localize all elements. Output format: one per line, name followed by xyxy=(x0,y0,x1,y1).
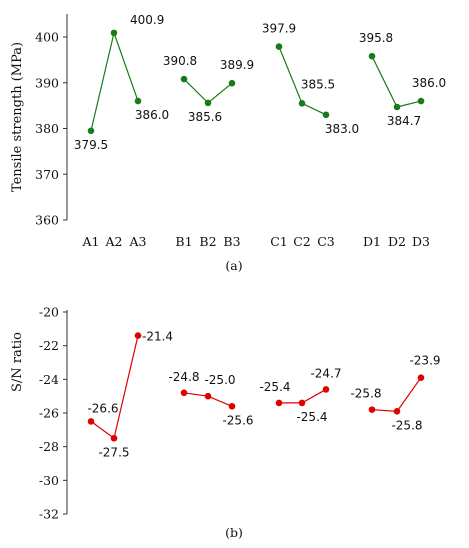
chart-a-y-ticks: 360 370 380 390 400 xyxy=(35,30,67,228)
chart-b-y-axis-title: S/N ratio xyxy=(10,332,25,392)
a-point-B2 xyxy=(204,99,212,107)
a-xtick-label-10: D2 xyxy=(388,234,406,249)
b-point-A2 xyxy=(110,434,118,442)
chart-a-y-axis-title: Tensile strength (MPa) xyxy=(10,42,25,192)
b-point-D3 xyxy=(417,374,425,381)
b-point-C3 xyxy=(322,386,330,393)
b-ytick-label-0: -20 xyxy=(39,305,59,320)
a-xtick-label-5: B3 xyxy=(223,234,240,249)
chart-b-points xyxy=(87,332,425,442)
b-ytick-label-2: -24 xyxy=(39,372,59,387)
a-xtick-label-0: A1 xyxy=(82,234,100,249)
a-data-label-B3: 389.9 xyxy=(220,58,254,72)
b-point-C2 xyxy=(298,399,306,407)
b-data-label-A3: -21.4 xyxy=(142,330,173,344)
a-point-C2 xyxy=(298,100,306,107)
a-data-label-A2: 400.9 xyxy=(130,13,164,27)
a-point-C3 xyxy=(322,111,330,119)
b-point-B2 xyxy=(204,392,212,400)
a-xtick-label-3: B1 xyxy=(175,234,192,249)
b-data-label-C1: -25.4 xyxy=(259,380,290,394)
a-xtick-label-2: A3 xyxy=(129,234,147,249)
a-data-label-C2: 385.5 xyxy=(301,77,335,91)
b-data-label-D3: -23.9 xyxy=(409,354,440,368)
a-xtick-label-6: C1 xyxy=(270,234,288,249)
b-data-label-B2: -25.0 xyxy=(204,373,235,387)
b-point-A1 xyxy=(87,418,95,425)
a-xtick-label-7: C2 xyxy=(293,234,311,249)
a-data-label-D1: 395.8 xyxy=(359,31,393,45)
a-point-A3 xyxy=(134,97,142,105)
a-series-line-A xyxy=(90,30,139,131)
b-point-B1 xyxy=(180,389,188,397)
chart-a-data-labels: 379.5 400.9 386.0 390.8 385.6 389.9 397.9 385.5… xyxy=(74,13,446,152)
a-point-B1 xyxy=(180,75,188,83)
chart-a-caption: (a) xyxy=(225,258,242,273)
b-data-label-B3: -25.6 xyxy=(222,413,253,427)
chart-a-points xyxy=(87,29,425,135)
a-data-label-C3: 383.0 xyxy=(325,122,359,136)
a-ytick-label-0: 360 xyxy=(35,213,59,228)
b-point-D1 xyxy=(368,406,376,413)
a-ytick-label-1: 370 xyxy=(35,167,59,182)
a-point-B3 xyxy=(228,79,236,87)
chart-b: -20 -22 -24 -26 -28 -30 -32 -26.6 -27.5 -21.4 -24… xyxy=(10,305,441,541)
b-data-label-D2: -25.8 xyxy=(391,418,422,432)
a-point-D3 xyxy=(417,97,425,105)
a-data-label-B2: 385.6 xyxy=(188,110,222,124)
a-point-C1 xyxy=(275,43,283,50)
b-ytick-label-4: -28 xyxy=(39,439,59,454)
b-ytick-label-3: -26 xyxy=(39,406,59,421)
a-xtick-label-9: D1 xyxy=(363,234,381,249)
chart-b-caption: (b) xyxy=(225,525,243,540)
a-xtick-label-11: D3 xyxy=(412,234,430,249)
b-data-label-D1: -25.8 xyxy=(350,387,381,401)
chart-b-y-ticks: -20 -22 -24 -26 -28 -30 -32 xyxy=(39,305,67,522)
a-series-line-B xyxy=(183,78,233,104)
a-data-label-D3: 386.0 xyxy=(412,76,446,90)
a-data-label-D2: 384.7 xyxy=(387,114,421,128)
a-xtick-label-8: C3 xyxy=(317,234,335,249)
b-point-D2 xyxy=(393,408,401,415)
chart-b-data-labels: -26.6 -27.5 -21.4 -24.8 -25.0 -25.6 -25.4 -25.4… xyxy=(87,330,440,460)
a-data-label-B1: 390.8 xyxy=(163,54,197,68)
b-series-line-A xyxy=(90,335,139,440)
b-data-label-A2: -27.5 xyxy=(98,445,129,459)
a-data-label-A1: 379.5 xyxy=(74,138,108,152)
b-ytick-label-1: -22 xyxy=(39,338,59,353)
b-data-label-B1: -24.8 xyxy=(168,370,199,384)
b-point-B3 xyxy=(228,402,236,410)
a-point-D1 xyxy=(368,52,376,60)
b-data-label-C3: -24.7 xyxy=(310,366,341,380)
a-ytick-label-3: 390 xyxy=(35,75,59,90)
b-data-label-A1: -26.6 xyxy=(87,401,118,415)
b-point-C1 xyxy=(275,399,283,407)
a-point-A1 xyxy=(87,127,95,135)
a-data-label-A3: 386.0 xyxy=(135,108,169,122)
a-point-D2 xyxy=(393,103,401,111)
a-xtick-label-4: B2 xyxy=(199,234,216,249)
chart-a-x-ticks: A1 A2 A3 B1 B2 B3 C1 C2 C3 D1 D2 D3 xyxy=(82,234,431,249)
b-point-A3 xyxy=(134,332,142,339)
chart-a: 360 370 380 390 400 A1 A2 A3 B1 B2 B3 C1 C2 C3 D1 D2 D3… xyxy=(10,13,446,273)
b-ytick-label-6: -32 xyxy=(39,507,59,522)
a-ytick-label-2: 380 xyxy=(35,121,59,136)
a-xtick-label-1: A2 xyxy=(105,234,123,249)
b-ytick-label-5: -30 xyxy=(39,473,59,488)
b-data-label-C2: -25.4 xyxy=(296,410,327,424)
a-data-label-C1: 397.9 xyxy=(262,22,296,36)
a-point-A2 xyxy=(110,29,118,37)
a-ytick-label-4: 400 xyxy=(35,30,59,45)
